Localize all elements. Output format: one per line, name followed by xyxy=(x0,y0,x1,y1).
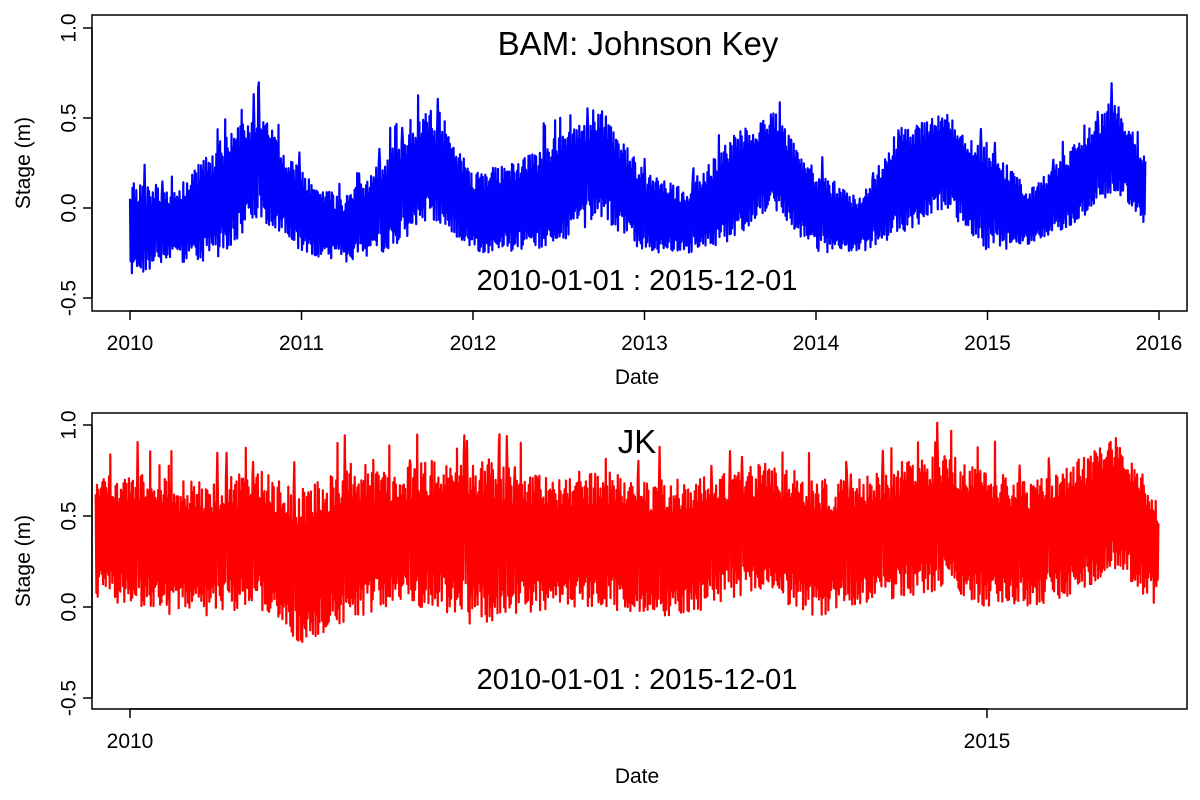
y-tick-label: 0.5 xyxy=(58,501,81,530)
y-ticks-bottom: -0.5 0.0 0.5 1.0 xyxy=(58,410,93,716)
series-layer-top xyxy=(128,81,1147,275)
chart-title-top: BAM: Johnson Key xyxy=(498,25,779,62)
x-ticks-bottom: 2010 2015 xyxy=(107,708,1011,753)
y-axis-title-bottom: Stage (m) xyxy=(12,515,35,607)
x-axis-title-top: Date xyxy=(615,366,659,389)
y-ticks-top: -0.5 0.0 0.5 1.0 xyxy=(58,13,93,316)
y-tick-label: -0.5 xyxy=(58,280,81,316)
x-tick-label: 2010 xyxy=(107,730,154,753)
x-ticks-top: 2010 2011 2012 2013 2014 2015 2016 xyxy=(107,310,1183,355)
y-tick-label: 0.5 xyxy=(58,103,81,132)
y-tick-label: 0.0 xyxy=(58,193,81,222)
x-tick-label: 2014 xyxy=(793,332,840,355)
x-tick-label: 2012 xyxy=(450,332,497,355)
x-tick-label: 2011 xyxy=(279,332,324,355)
y-tick-label: 1.0 xyxy=(58,13,81,42)
y-tick-label: 1.0 xyxy=(58,410,81,439)
x-tick-label: 2013 xyxy=(621,332,668,355)
x-axis-title-bottom: Date xyxy=(615,765,659,788)
chart-title-bottom: JK xyxy=(618,423,657,460)
series-layer-bottom xyxy=(94,421,1160,643)
series-line xyxy=(94,421,1160,643)
date-range-label-bottom: 2010-01-01 : 2015-12-01 xyxy=(477,664,798,696)
date-range-label-top: 2010-01-01 : 2015-12-01 xyxy=(477,265,798,297)
panel-top: BAM: Johnson Key 2010-01-01 : 2015-12-01… xyxy=(12,13,1188,389)
y-tick-label: 0.0 xyxy=(58,592,81,621)
y-axis-title-top: Stage (m) xyxy=(12,117,35,209)
x-tick-label: 2015 xyxy=(964,332,1011,355)
panel-bottom: JK 2010-01-01 : 2015-12-01 Date Stage (m… xyxy=(12,410,1188,788)
x-tick-label: 2016 xyxy=(1136,332,1183,355)
x-tick-label: 2015 xyxy=(964,730,1011,753)
y-tick-label: -0.5 xyxy=(58,680,81,716)
x-tick-label: 2010 xyxy=(107,332,154,355)
series-line xyxy=(128,81,1147,275)
